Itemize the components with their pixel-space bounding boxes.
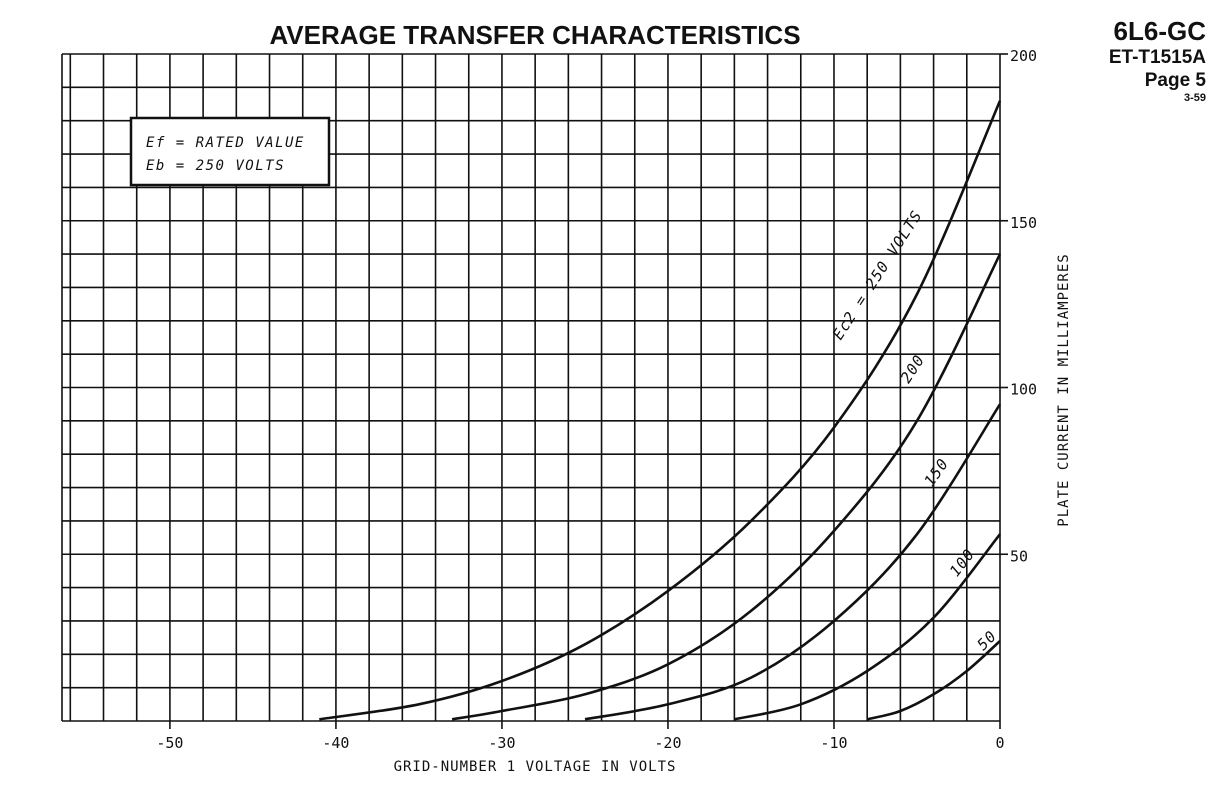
x-tick-label: 0 (995, 734, 1004, 752)
document-id: ET-T1515A (1109, 47, 1206, 68)
chart-title: AVERAGE TRANSFER CHARACTERISTICS (269, 20, 800, 50)
curve-series-4 (866, 640, 1001, 721)
curve-label-4: 50 (973, 627, 1000, 654)
curve-label-1: 200 (897, 351, 928, 386)
revision-date: 3-59 (1184, 92, 1206, 104)
curve-series-0 (319, 100, 1002, 721)
y-tick-label: 100 (1010, 381, 1037, 399)
y-axis-label: PLATE CURRENT IN MILLIAMPERES (1056, 253, 1072, 526)
grid (61, 53, 1001, 722)
x-tick-label: -10 (820, 734, 847, 752)
curve-labels: Ec2 = 250 VOLTS 200 150 100 50 (829, 207, 1001, 654)
legend-box (129, 116, 331, 187)
legend-line-1: Ef = RATED VALUE (146, 135, 305, 151)
tick-labels: -50 -40 -30 -20 -10 0 50 100 150 200 (156, 47, 1037, 752)
y-tick-label: 200 (1010, 47, 1037, 65)
x-tick-label: -20 (654, 734, 681, 752)
legend-line-2: Eb = 250 VOLTS (146, 158, 285, 174)
x-tick-label: -50 (156, 734, 183, 752)
x-tick-label: -40 (322, 734, 349, 752)
tube-type: 6L6-GC (1114, 16, 1207, 46)
curves (319, 100, 1002, 721)
y-tick-label: 50 (1010, 547, 1028, 565)
x-axis-label: GRID-NUMBER 1 VOLTAGE IN VOLTS (394, 759, 677, 775)
curve-label-3: 100 (946, 545, 979, 580)
curve-label-2: 150 (920, 455, 952, 490)
curve-series-1 (451, 253, 1002, 721)
curve-label-0: Ec2 = 250 VOLTS (829, 207, 926, 343)
page-number: Page 5 (1145, 70, 1207, 91)
curve-series-2 (584, 403, 1002, 721)
y-tick-label: 150 (1010, 214, 1037, 232)
curve-series-3 (734, 533, 1002, 721)
x-tick-label: -30 (488, 734, 515, 752)
